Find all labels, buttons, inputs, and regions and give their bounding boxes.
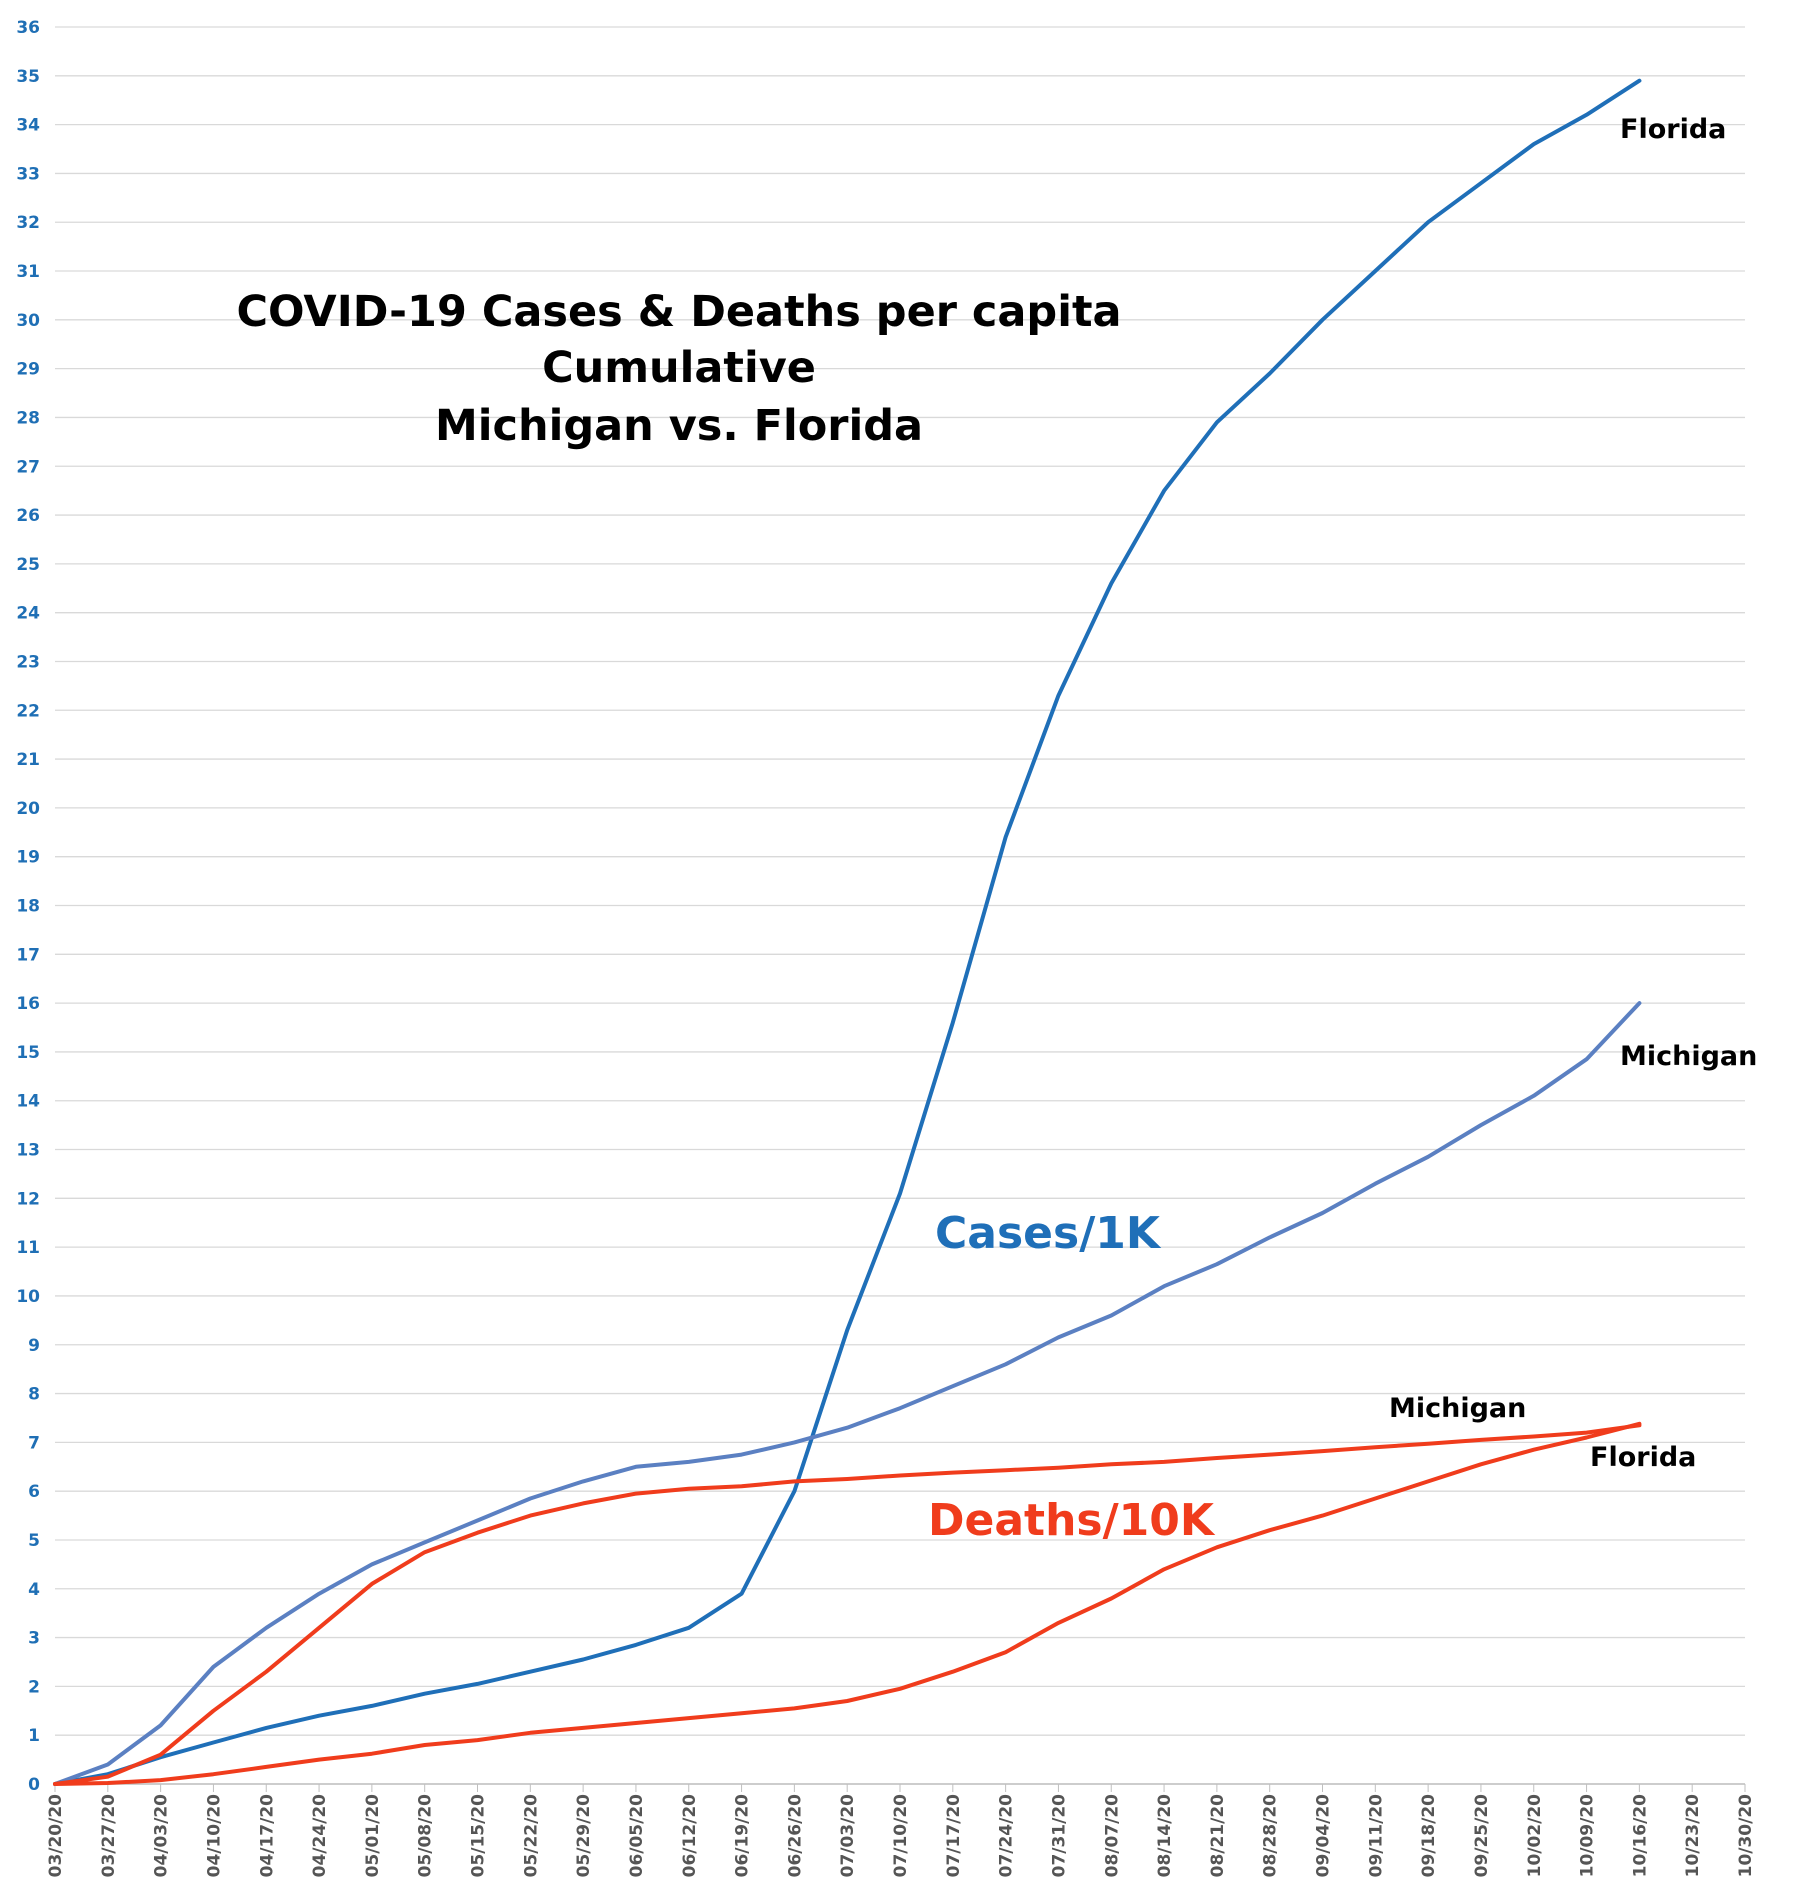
y-tick-label: 16: [16, 994, 40, 1014]
y-tick-label: 10: [16, 1287, 40, 1307]
x-tick-label: 06/19/20: [733, 1794, 753, 1878]
x-tick-label: 07/31/20: [1049, 1794, 1069, 1878]
x-tick-label: 10/16/20: [1630, 1794, 1650, 1878]
x-tick-label: 03/20/20: [46, 1794, 66, 1878]
x-tick-label: 05/22/20: [521, 1794, 541, 1878]
y-tick-label: 11: [16, 1238, 40, 1258]
y-tick-label: 9: [28, 1336, 40, 1356]
x-tick-label: 06/12/20: [680, 1794, 700, 1878]
x-tick-label: 05/15/20: [469, 1794, 489, 1878]
x-tick-label: 04/10/20: [204, 1794, 224, 1878]
y-tick-label: 3: [28, 1629, 40, 1649]
cases-florida-line: [53, 78, 1642, 1786]
y-tick-label: 5: [28, 1531, 40, 1551]
y-tick-label: 7: [28, 1433, 40, 1453]
series-lines: [53, 78, 1642, 1786]
x-tick-label: 10/09/20: [1578, 1794, 1598, 1878]
x-tick-label: 10/02/20: [1525, 1794, 1545, 1878]
x-tick-label: 08/07/20: [1102, 1794, 1122, 1878]
label-deaths-group: Deaths/10K: [928, 1495, 1216, 1546]
chart-title-line-3: Michigan vs. Florida: [435, 401, 923, 451]
deaths-michigan-line: [53, 1423, 1642, 1786]
y-tick-label: 18: [16, 897, 40, 917]
y-tick-label: 17: [16, 945, 40, 965]
y-tick-label: 4: [28, 1580, 40, 1600]
y-tick-label: 14: [16, 1092, 40, 1112]
y-tick-label: 26: [16, 506, 40, 526]
label-michigan-deaths: Michigan: [1389, 1393, 1526, 1424]
x-tick-label: 08/21/20: [1208, 1794, 1228, 1878]
y-tick-label: 13: [16, 1141, 40, 1161]
x-tick-label: 05/01/20: [363, 1794, 383, 1878]
label-cases-group: Cases/1K: [935, 1208, 1162, 1259]
y-tick-label: 1: [28, 1726, 40, 1746]
y-tick-label: 20: [16, 799, 40, 819]
y-tick-label: 31: [16, 262, 40, 282]
y-axis: 0123456789101112131415161718192021222324…: [16, 18, 40, 1795]
x-tick-label: 10/30/20: [1736, 1794, 1756, 1878]
y-tick-label: 34: [16, 116, 40, 136]
y-tick-label: 36: [16, 18, 40, 38]
x-tick-label: 09/18/20: [1419, 1794, 1439, 1878]
y-tick-label: 27: [16, 457, 40, 477]
x-tick-label: 09/04/20: [1314, 1794, 1334, 1878]
x-tick-label: 05/08/20: [416, 1794, 436, 1878]
x-tick-label: 05/29/20: [574, 1794, 594, 1878]
x-tick-label: 04/17/20: [257, 1794, 277, 1878]
y-tick-label: 19: [16, 848, 40, 868]
x-tick-label: 04/24/20: [310, 1794, 330, 1878]
label-florida-cases: Florida: [1620, 114, 1726, 145]
y-tick-label: 0: [28, 1775, 40, 1795]
y-tick-label: 30: [16, 311, 40, 331]
y-tick-label: 8: [28, 1385, 40, 1405]
y-tick-label: 15: [16, 1043, 40, 1063]
x-axis: 03/20/20 03/27/20 04/03/20 04/10/20 04/17/20…: [46, 1783, 1756, 1878]
x-tick-label: 03/27/20: [99, 1794, 119, 1878]
x-tick-label: 06/05/20: [627, 1794, 647, 1878]
y-tick-label: 6: [28, 1482, 40, 1502]
x-tick-label: 07/17/20: [944, 1794, 964, 1878]
cases-michigan-line: [53, 1001, 1642, 1786]
x-tick-label: 10/23/20: [1683, 1794, 1703, 1878]
y-tick-label: 32: [16, 213, 40, 233]
y-tick-label: 33: [16, 164, 40, 184]
y-tick-label: 24: [16, 604, 40, 624]
y-tick-label: 28: [16, 408, 40, 428]
label-florida-deaths: Florida: [1590, 1442, 1696, 1473]
y-tick-label: 25: [16, 555, 40, 575]
x-tick-label: 09/25/20: [1472, 1794, 1492, 1878]
chart-title-line-2: Cumulative: [542, 343, 816, 393]
y-tick-label: 21: [16, 750, 40, 770]
x-tick-label: 08/14/20: [1155, 1794, 1175, 1878]
x-tick-label: 07/03/20: [838, 1794, 858, 1878]
x-tick-label: 07/10/20: [891, 1794, 911, 1878]
chart-title-line-1: COVID-19 Cases & Deaths per capita: [236, 287, 1121, 337]
x-tick-label: 07/24/20: [997, 1794, 1017, 1878]
y-tick-label: 35: [16, 67, 40, 87]
x-tick-label: 09/11/20: [1366, 1794, 1386, 1878]
x-tick-label: 08/28/20: [1261, 1794, 1281, 1878]
y-tick-label: 29: [16, 360, 40, 380]
y-tick-label: 2: [28, 1677, 40, 1697]
y-tick-label: 12: [16, 1189, 40, 1209]
x-tick-label: 04/03/20: [152, 1794, 172, 1878]
y-tick-label: 22: [16, 701, 40, 721]
x-tick-label: 06/26/20: [785, 1794, 805, 1878]
label-michigan-cases: Michigan: [1620, 1041, 1757, 1072]
y-tick-label: 23: [16, 652, 40, 672]
deaths-florida-line: [53, 1421, 1642, 1786]
